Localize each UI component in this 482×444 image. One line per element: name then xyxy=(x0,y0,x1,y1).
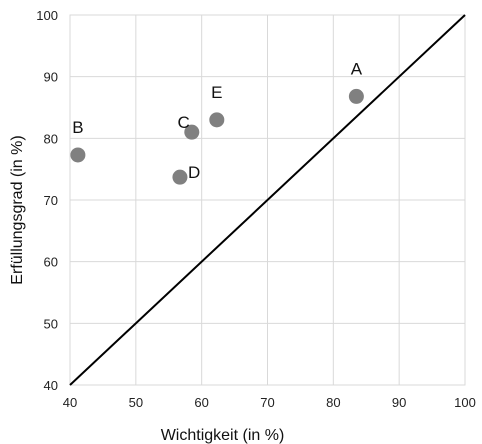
point-label-a: A xyxy=(351,59,363,78)
y-tick-label: 50 xyxy=(44,316,58,331)
y-axis-title: Erfüllungsgrad (in %) xyxy=(9,135,26,284)
x-tick-label: 40 xyxy=(63,395,77,410)
point-label-b: B xyxy=(72,118,83,137)
data-point-c xyxy=(184,124,200,140)
data-points: A B C D E xyxy=(70,59,364,185)
x-tick-label: 70 xyxy=(260,395,274,410)
data-point-a xyxy=(348,88,364,104)
data-point-b xyxy=(70,147,86,163)
x-tick-labels: 40 50 60 70 80 90 100 xyxy=(63,395,476,410)
point-label-e: E xyxy=(211,83,222,102)
x-tick-label: 60 xyxy=(194,395,208,410)
data-point-e xyxy=(209,112,225,128)
y-tick-label: 90 xyxy=(44,70,58,85)
y-tick-label: 40 xyxy=(44,378,58,393)
x-axis-title: Wichtigkeit (in %) xyxy=(161,427,285,444)
reference-line xyxy=(69,14,466,386)
x-tick-label: 90 xyxy=(392,395,406,410)
x-tick-label: 50 xyxy=(129,395,143,410)
x-tick-label: 100 xyxy=(454,395,476,410)
y-tick-label: 60 xyxy=(44,255,58,270)
y-tick-label: 80 xyxy=(44,131,58,146)
point-label-d: D xyxy=(188,163,200,182)
y-tick-label: 100 xyxy=(36,8,58,23)
y-tick-label: 70 xyxy=(44,193,58,208)
x-tick-label: 80 xyxy=(326,395,340,410)
data-point-d xyxy=(172,169,188,185)
y-tick-labels: 40 50 60 70 80 90 100 xyxy=(36,8,58,393)
plot-frame xyxy=(69,14,466,386)
point-label-c: C xyxy=(178,113,190,132)
